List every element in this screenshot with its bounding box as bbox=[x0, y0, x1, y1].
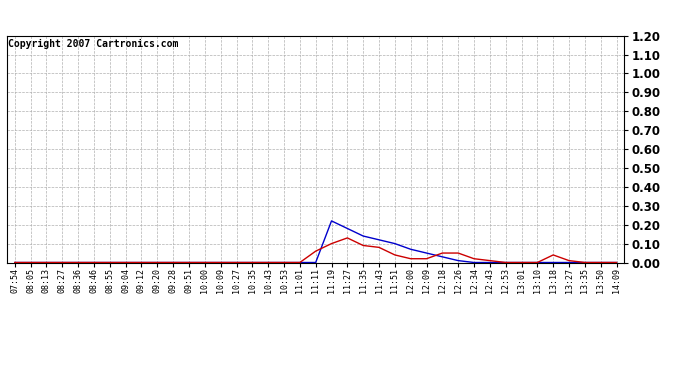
Text: Copyright 2007 Cartronics.com: Copyright 2007 Cartronics.com bbox=[8, 39, 179, 49]
Text: West Array Current (red)/East Array Current (blue) (DC Amps) Tue Dec 11 14:15: West Array Current (red)/East Array Curr… bbox=[79, 8, 611, 21]
